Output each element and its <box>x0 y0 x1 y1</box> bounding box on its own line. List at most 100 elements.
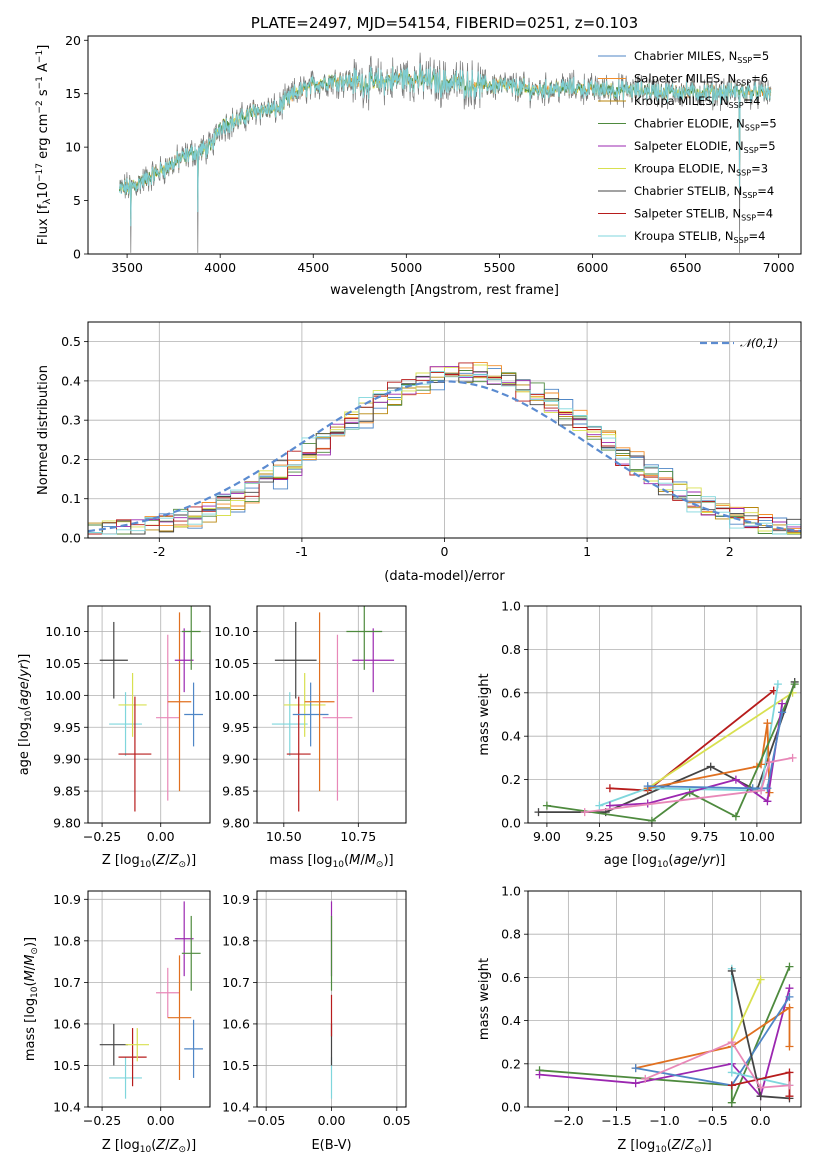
x-axis-label: Z [log10(Z/Z⊙)] <box>102 853 196 870</box>
data-point <box>118 696 152 812</box>
error-bars <box>99 606 203 812</box>
histogram-steps <box>88 362 801 535</box>
series-line <box>546 683 796 822</box>
series-marker <box>763 719 772 728</box>
x-tick-label: 10.75 <box>340 829 376 844</box>
data-point <box>322 634 353 801</box>
data-point <box>181 915 201 991</box>
y-tick-label: 0.4 <box>501 729 521 744</box>
y-tick-label: 9.90 <box>222 752 250 767</box>
y-tick-label: 0.0 <box>61 531 81 546</box>
y-tick-label: 9.80 <box>53 816 81 831</box>
data-point <box>271 692 308 756</box>
series <box>580 753 797 817</box>
y-tick-label: 0.0 <box>501 816 521 831</box>
data-point <box>125 1028 149 1062</box>
series <box>641 1038 794 1092</box>
y-tick-label: 0.6 <box>501 970 521 985</box>
y-tick-label: 5 <box>73 193 81 208</box>
mass-weight-series <box>535 962 794 1107</box>
series <box>643 719 774 797</box>
series <box>643 708 787 793</box>
series-marker <box>605 784 614 793</box>
normal-curve <box>88 380 801 533</box>
x-axis-label: mass [log10(M/M⊙)] <box>269 853 393 870</box>
y-tick-label: 9.90 <box>53 752 81 767</box>
y-tick-label: 0.4 <box>501 1013 521 1028</box>
y-tick-label: 10.8 <box>222 933 250 948</box>
legend-entry: Chabrier ELODIE, NSSP=5 <box>634 117 777 133</box>
y-tick-label: 9.85 <box>53 784 81 799</box>
series-marker <box>756 1092 765 1101</box>
plot-frame <box>87 605 211 824</box>
x-axis-label: Z [log10(Z/Z⊙)] <box>617 1138 711 1155</box>
y-tick-label: 0.3 <box>61 413 81 428</box>
series-marker <box>785 992 794 1001</box>
spectrum-lines <box>119 52 772 253</box>
data-point <box>174 628 194 693</box>
histogram-series <box>88 364 801 535</box>
error-bars <box>271 606 395 812</box>
series-marker <box>731 775 740 784</box>
series-line <box>647 712 783 790</box>
series <box>595 680 782 810</box>
y-tick-label: 10.05 <box>214 656 250 671</box>
x-tick-label: −1.0 <box>649 1113 679 1128</box>
series-marker <box>765 758 774 767</box>
x-tick-label: 0.05 <box>383 1113 411 1128</box>
legend-entry: Kroupa ELODIE, NSSP=3 <box>634 162 768 178</box>
y-tick-label: 10.00 <box>45 688 81 703</box>
axes-mass_vs_Z: −0.25 0.00 10.4 10.5 10.6 10.7 10.8 10.9 <box>53 891 210 1128</box>
x-tick-label: 4500 <box>297 260 329 275</box>
data-point <box>346 606 383 670</box>
series-marker <box>785 984 794 993</box>
data-point <box>118 673 147 737</box>
data-point <box>156 634 180 801</box>
y-tick-label: 0.2 <box>501 1056 521 1071</box>
x-tick-label: 0.00 <box>147 829 175 844</box>
x-tick-label: 0.0 <box>751 1113 771 1128</box>
series-line <box>730 979 762 1043</box>
x-tick-label: 6000 <box>577 260 609 275</box>
series-marker <box>763 784 772 793</box>
y-tick-label: 1.0 <box>501 599 521 614</box>
legend-entry: Salpeter ELODIE, NSSP=5 <box>634 139 776 155</box>
x-tick-label: 5500 <box>484 260 516 275</box>
data-point <box>181 606 201 670</box>
data-point <box>286 696 311 812</box>
x-tick-label: 0.00 <box>147 1113 175 1128</box>
y-tick-label: 10.9 <box>53 892 81 907</box>
y-tick-label: 10.5 <box>222 1058 250 1073</box>
spectrum-frame <box>87 35 802 255</box>
data-point <box>283 673 326 737</box>
series-marker <box>727 1038 736 1047</box>
mass-weight-series <box>534 677 799 823</box>
legend-entry: Salpeter MILES, NSSP=6 <box>634 72 768 88</box>
data-point <box>109 692 142 756</box>
y-tick-label: 0.8 <box>501 927 521 942</box>
y-tick-label: 10.05 <box>45 656 81 671</box>
plot-frame <box>256 605 407 824</box>
axes-mass_vs_ebv: −0.05 0.00 0.05 10.4 10.5 10.6 10.7 10.8 10.9 <box>222 891 411 1128</box>
y-tick-label: 10.5 <box>53 1058 81 1073</box>
y-tick-label: 0.0 <box>501 1100 521 1115</box>
y-tick-label: 0.2 <box>61 452 81 467</box>
series-marker <box>785 1068 794 1077</box>
series-marker <box>788 753 797 762</box>
axes-mass_weight_vs_Z: −2.0 −1.5 −1.0 −0.5 0.0 0.0 0.2 0.4 0.6 0.8 1.0 <box>501 884 801 1128</box>
y-tick-label: 10.10 <box>214 624 250 639</box>
data-point <box>292 682 329 747</box>
y-tick-label: 10.7 <box>222 975 250 990</box>
plot-frame <box>87 890 211 1108</box>
x-tick-label: 9.00 <box>533 829 561 844</box>
error-bars <box>99 901 203 1099</box>
series-marker <box>580 808 589 817</box>
legend-entry: Kroupa MILES, NSSP=4 <box>634 94 760 110</box>
series-marker <box>778 699 787 708</box>
chart-title: PLATE=2497, MJD=54154, FIBERID=0251, z=0… <box>251 14 638 32</box>
series-marker <box>727 1098 736 1107</box>
x-tick-label: 1 <box>583 544 591 559</box>
x-tick-label: −0.25 <box>83 1113 121 1128</box>
legend: Chabrier MILES, NSSP=5 Salpeter MILES, NS… <box>598 49 777 245</box>
y-tick-label: 10.4 <box>222 1100 250 1115</box>
